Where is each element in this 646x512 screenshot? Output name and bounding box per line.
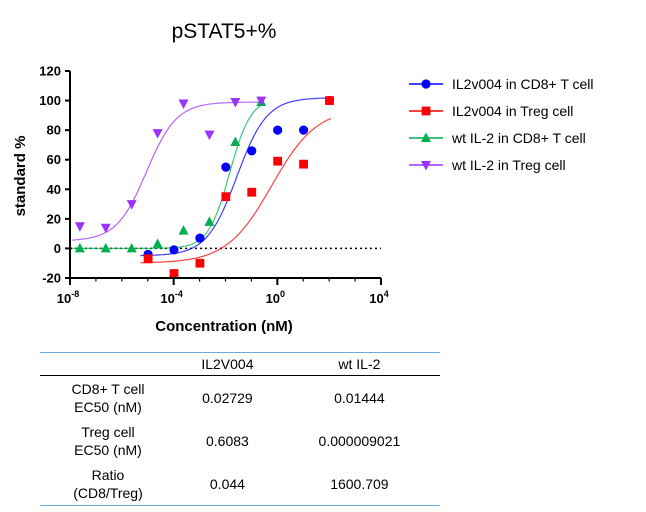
table-cell: 0.02729 <box>202 389 253 406</box>
legend-label: wt IL-2 in Treg cell <box>451 157 566 173</box>
legend-marker <box>421 132 431 142</box>
legend-label: IL2v004 in Treg cell <box>452 103 573 119</box>
data-point <box>273 125 283 135</box>
data-point <box>204 130 215 141</box>
table-cell: 0.044 <box>209 475 245 492</box>
legend-marker <box>421 79 431 89</box>
y-tick-label: 60 <box>47 152 61 167</box>
row-label: Treg cell EC50 (nM) <box>40 419 176 462</box>
y-tick-label: -20 <box>42 271 61 286</box>
axes: -20 0 20 40 60 80 100 120 10-8 10-4 100 104 <box>39 64 388 307</box>
x-tick-label: 10-8 <box>57 289 79 306</box>
fit-curve <box>72 101 263 241</box>
table-cell: 0.6083 <box>206 432 249 449</box>
plot-area <box>70 95 381 278</box>
table-row-treg-ec50: Treg cell EC50 (nM) 0.6083 0.000009021 <box>40 419 440 462</box>
fit-curve <box>140 117 332 264</box>
row-label-line: (CD8/Treg) <box>73 484 143 501</box>
legend-marker <box>421 161 431 171</box>
dose-response-chart: pSTAT5+% -20 0 20 40 60 80 100 120 10-8 10-4 100 10… <box>12 20 594 335</box>
table-row-cd8-ec50: CD8+ T cell EC50 (nM) 0.02729 0.01444 <box>40 376 440 420</box>
row-label-line: CD8+ T cell <box>71 380 145 397</box>
table-cell: 0.01444 <box>334 389 385 406</box>
table-header-row: IL2V004 wt IL-2 <box>40 352 440 376</box>
x-axis-label: Concentration (nM) <box>155 318 292 335</box>
data-point <box>256 96 267 107</box>
data-point <box>230 136 241 146</box>
row-label-line: Treg cell <box>81 423 135 440</box>
legend-item: wt IL-2 in Treg cell <box>409 157 566 173</box>
fit-curve <box>72 103 263 249</box>
y-axis-label: standard % <box>12 136 29 217</box>
data-point <box>126 242 137 253</box>
table-header-il2v004: IL2V004 <box>201 356 254 372</box>
legend-item: wt IL-2 in CD8+ T cell <box>409 130 586 146</box>
data-point <box>325 96 334 105</box>
legend-item: IL2v004 in CD8+ T cell <box>409 76 594 92</box>
chart-title: pSTAT5+% <box>172 20 277 43</box>
x-tick-label: 104 <box>369 289 388 306</box>
data-point <box>74 222 85 232</box>
y-tick-label: 20 <box>47 211 61 226</box>
data-point <box>178 225 189 235</box>
table-header-blank <box>40 353 176 376</box>
data-point <box>74 242 85 253</box>
x-tick-label: 100 <box>266 289 285 306</box>
row-label-line: EC50 (nM) <box>74 441 142 458</box>
data-point <box>100 242 111 253</box>
legend-item: IL2v004 in Treg cell <box>409 103 573 119</box>
data-point <box>195 233 205 243</box>
data-point <box>169 245 179 255</box>
data-point <box>221 162 231 172</box>
legend: IL2v004 in CD8+ T cell IL2v004 in Treg ce… <box>409 76 594 173</box>
data-point <box>126 200 137 210</box>
fit-curve <box>140 97 331 257</box>
legend-label: wt IL-2 in CD8+ T cell <box>451 130 586 146</box>
y-tick-label: 0 <box>54 241 61 256</box>
data-point <box>273 156 283 166</box>
ec50-table: IL2V004 wt IL-2 CD8+ T cell EC50 (nM) 0.… <box>40 352 440 506</box>
y-tick-label: 80 <box>47 123 61 138</box>
table-cell: 0.000009021 <box>318 432 401 449</box>
data-point <box>178 99 189 110</box>
y-tick-label: 40 <box>47 182 61 197</box>
row-label: CD8+ T cell EC50 (nM) <box>40 376 176 420</box>
row-label-line: Ratio <box>91 466 125 483</box>
legend-marker <box>421 106 431 116</box>
table-header-wt-il2: wt IL-2 <box>338 356 381 372</box>
data-point <box>230 98 241 108</box>
data-point <box>204 216 215 226</box>
data-point <box>143 254 153 264</box>
data-point <box>298 125 309 135</box>
row-label-line: EC50 (nM) <box>74 398 142 415</box>
y-tick-label: 120 <box>39 64 61 79</box>
row-label: Ratio (CD8/Treg) <box>40 462 176 506</box>
data-point <box>195 258 205 268</box>
legend-label: IL2v004 in CD8+ T cell <box>452 76 594 92</box>
data-point <box>152 129 163 139</box>
data-point <box>299 159 308 169</box>
table-row-ratio: Ratio (CD8/Treg) 0.044 1600.709 <box>40 462 440 506</box>
data-point <box>221 192 231 202</box>
x-tick-label: 10-4 <box>160 289 182 306</box>
data-point <box>152 238 163 248</box>
table-cell: 1600.709 <box>330 475 389 492</box>
data-point <box>100 223 111 234</box>
data-point <box>247 187 257 197</box>
data-point <box>247 146 257 156</box>
data-point <box>169 269 179 278</box>
y-tick-label: 100 <box>39 93 61 108</box>
